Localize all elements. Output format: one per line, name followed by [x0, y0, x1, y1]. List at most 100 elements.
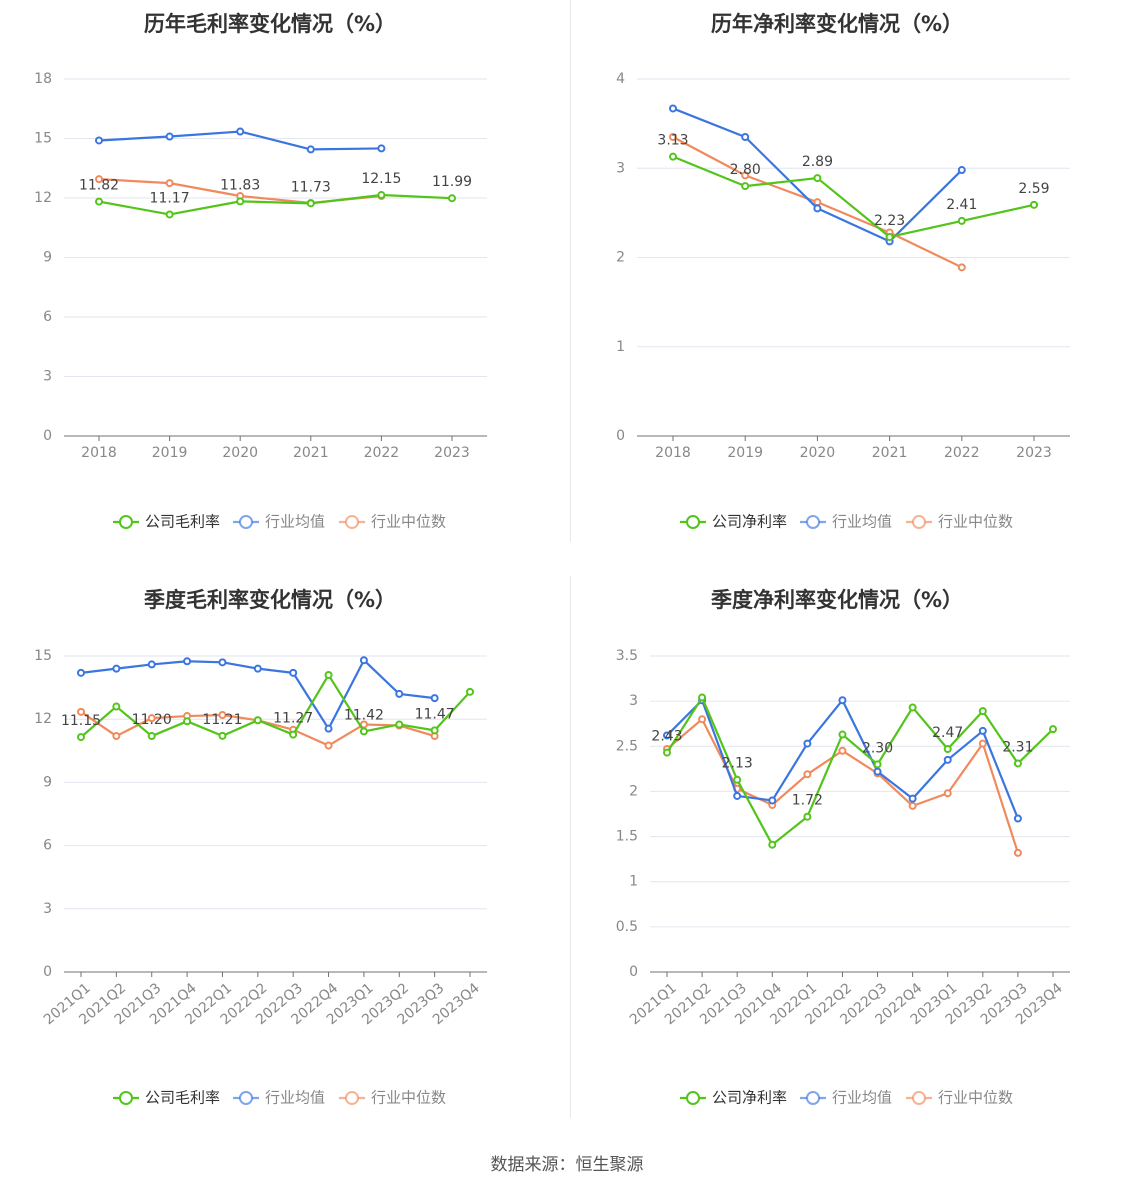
data-point-avg	[741, 133, 750, 142]
data-point-company	[430, 726, 439, 735]
data-point-median	[77, 707, 85, 716]
y-tick-label: 6	[43, 838, 52, 854]
x-tick-label: 2022	[364, 445, 400, 461]
y-tick-label: 0	[43, 428, 52, 444]
data-point-company	[236, 197, 245, 206]
data-point-avg	[95, 136, 103, 145]
legend-marker	[806, 515, 820, 529]
chart-panel-annual-gross: 历年毛利率变化情况（%） 0 3 6 9 12 15 18 2018 2019 2020 2021 20…	[0, 0, 567, 576]
legend-label: 公司毛利率	[145, 513, 220, 531]
data-label: 11.42	[344, 707, 384, 723]
x-tick-label: 2020	[800, 445, 836, 461]
data-point-company	[943, 744, 952, 753]
data-point-avg	[218, 658, 227, 667]
vertical-divider-top	[570, 0, 571, 542]
chart-panel-quarterly-gross: 季度毛利率变化情况（%） 0 3 6 9 12 15 2021Q1 2021Q2 2021Q3 20…	[0, 576, 567, 1152]
data-source-note: 数据来源：恒生聚源	[490, 1155, 644, 1175]
y-tick-label: 1	[616, 339, 625, 355]
data-point-avg	[1013, 814, 1022, 823]
data-point-company	[183, 717, 192, 726]
data-point-median	[147, 714, 156, 723]
y-tick-label: 2.5	[616, 738, 638, 754]
y-tick-label: 3	[43, 369, 52, 385]
data-label: 11.21	[202, 712, 242, 728]
data-label: 2.89	[802, 154, 833, 170]
chart-panel-annual-net: 历年净利率变化情况（%） 0 1 2 3 4 2018 2019 2020 2021 2022 202…	[567, 0, 1134, 576]
data-point-company	[663, 748, 671, 757]
y-tick-label: 1.5	[616, 829, 638, 845]
annual-net-margin-chart: 历年净利率变化情况（%） 0 1 2 3 4 2018 2019 2020 2021 2022 202…	[616, 12, 1070, 531]
data-point-company	[218, 731, 227, 740]
y-tick-label: 12	[34, 190, 52, 206]
legend-label: 公司净利率	[712, 513, 787, 531]
data-point-company	[698, 693, 707, 702]
y-tick-label: 2	[616, 250, 625, 266]
data-point-company	[95, 197, 103, 206]
legend-marker	[239, 1091, 253, 1105]
data-point-company	[324, 670, 333, 679]
x-tick-label: 2019	[727, 445, 763, 461]
legend-item-avg: 行业均值	[800, 1089, 892, 1107]
series-line-company	[98, 193, 453, 216]
data-point-company	[768, 840, 777, 849]
data-point-avg	[236, 127, 245, 136]
data-point-median	[957, 263, 966, 272]
data-label: 11.20	[132, 712, 172, 728]
data-point-company	[885, 232, 894, 241]
data-label: 12.15	[361, 171, 401, 187]
data-point-company	[803, 812, 812, 821]
data-point-median	[669, 133, 677, 142]
data-point-company	[957, 216, 966, 225]
data-point-avg	[768, 796, 777, 805]
y-tick-label: 0.5	[616, 919, 638, 935]
data-point-avg	[183, 657, 192, 666]
data-point-avg	[733, 791, 742, 800]
data-point-avg	[663, 731, 671, 740]
legend-marker	[686, 1091, 700, 1105]
legend-marker	[912, 515, 926, 529]
legend-item-company: 公司净利率	[680, 1089, 787, 1107]
data-point-avg	[873, 767, 882, 776]
data-point-company	[1013, 759, 1022, 768]
chart-panel-quarterly-net: 季度净利率变化情况（%） 0 0.5 1 1.5 2 2.5 3 3.5 2021Q1 2021Q2…	[567, 576, 1134, 1152]
data-point-avg	[395, 689, 404, 698]
data-point-avg	[669, 104, 677, 113]
data-point-avg	[77, 668, 85, 677]
legend-item-median: 行业中位数	[339, 1089, 446, 1107]
data-point-company	[466, 687, 474, 696]
legend-marker	[806, 1091, 820, 1105]
data-point-company	[377, 191, 386, 200]
data-point-median	[112, 732, 121, 741]
y-tick-label: 12	[34, 711, 52, 727]
data-point-company	[741, 182, 750, 191]
legend-item-company: 公司净利率	[680, 513, 787, 531]
legend-label: 行业均值	[265, 1089, 325, 1107]
data-label: 2.30	[862, 740, 893, 756]
chart-title: 历年净利率变化情况（%）	[711, 12, 963, 36]
y-tick-label: 4	[616, 71, 625, 87]
x-tick-label: 2021	[293, 445, 329, 461]
data-point-avg	[803, 739, 812, 748]
legend-marker	[119, 1091, 133, 1105]
annual-gross-margin-chart: 历年毛利率变化情况（%） 0 3 6 9 12 15 18 2018 2019 2020 2021 20…	[34, 12, 487, 531]
data-label: 11.47	[415, 706, 455, 722]
data-point-avg	[908, 794, 917, 803]
data-point-median	[978, 739, 987, 748]
legend-label: 行业中位数	[371, 1089, 446, 1107]
series-line-company	[672, 155, 1035, 239]
legend-label: 行业均值	[265, 513, 325, 531]
y-tick-label: 9	[43, 250, 52, 266]
x-tick-label: 2018	[655, 445, 691, 461]
data-point-avg	[430, 694, 439, 703]
data-point-company	[147, 732, 156, 741]
x-tick-label: 2023	[434, 445, 470, 461]
x-tick-label: 2018	[81, 445, 117, 461]
data-label: 2.43	[651, 729, 682, 745]
data-point-avg	[377, 144, 386, 153]
data-point-company	[77, 733, 85, 742]
quarterly-net-margin-chart: 季度净利率变化情况（%）00.511.522.533.52021Q12021Q2…	[616, 588, 1070, 1107]
y-tick-label: 15	[34, 648, 52, 664]
data-point-avg	[838, 696, 847, 705]
data-point-company	[253, 716, 262, 725]
data-point-company	[112, 702, 121, 711]
